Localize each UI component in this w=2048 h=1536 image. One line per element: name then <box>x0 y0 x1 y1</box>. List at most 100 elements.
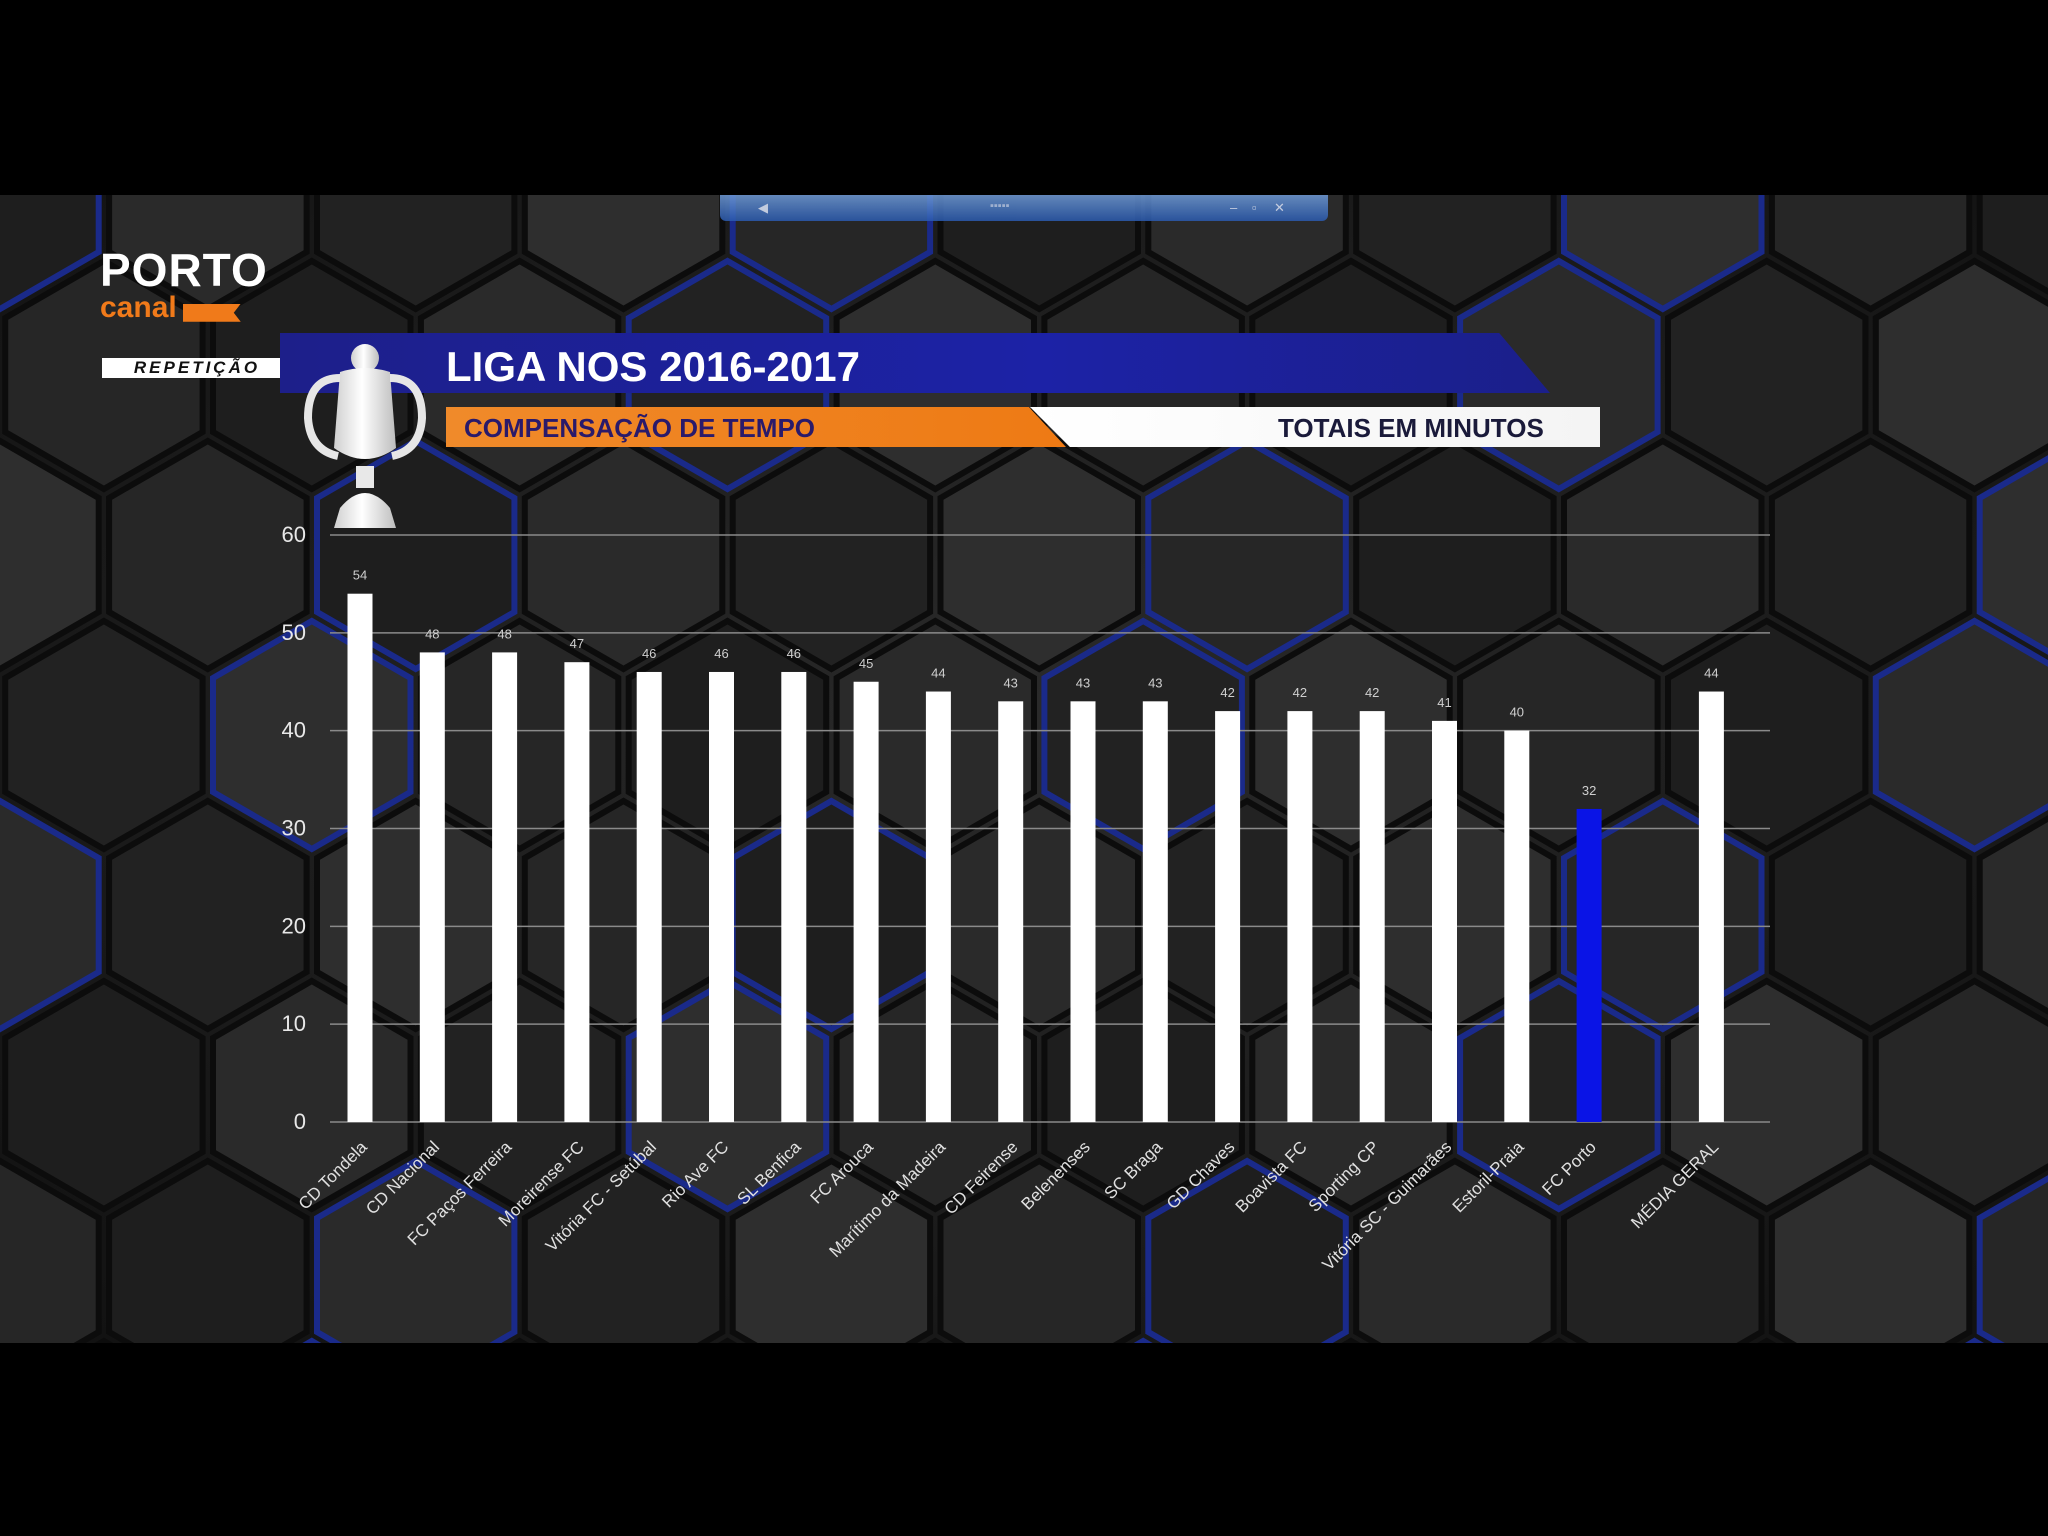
y-tick-label: 40 <box>282 718 306 743</box>
units-label: TOTAIS EM MINUTOS <box>1278 413 1544 443</box>
hex-tile <box>1976 1175 2048 1343</box>
close-icon[interactable]: ✕ <box>1274 200 1285 215</box>
bar-sporting-cp <box>1359 711 1385 1122</box>
data-label: 43 <box>1076 675 1090 690</box>
x-tick-label: SL Benfica <box>733 1137 805 1209</box>
hex-tile <box>521 195 726 313</box>
hex-tile <box>314 195 518 313</box>
x-tick-label: FC Arouca <box>807 1137 878 1208</box>
x-tick-label: Rio Ave FC <box>658 1137 732 1211</box>
hex-tile <box>106 195 310 313</box>
data-label: 48 <box>425 626 439 641</box>
bar-fc-pa-os-ferreira <box>492 652 518 1122</box>
x-tick-label: GD Chaves <box>1163 1137 1239 1213</box>
x-tick-label: Belenenses <box>1018 1137 1094 1213</box>
restore-icon[interactable]: ▫ <box>1252 200 1257 215</box>
hex-tile <box>0 437 102 673</box>
hex-tile <box>925 1337 945 1343</box>
data-label: 44 <box>1704 666 1718 681</box>
bar-cd-feirense <box>998 701 1024 1122</box>
hex-tile <box>2 977 206 1213</box>
data-label: 46 <box>642 646 656 661</box>
hex-tile <box>1353 195 1557 313</box>
hex-tile <box>106 797 310 1033</box>
hex-tile <box>1561 437 1765 673</box>
hex-tile <box>1133 1337 1153 1343</box>
hex-tile <box>1561 1157 1765 1343</box>
hex-tile <box>1549 1337 1569 1343</box>
hex-tile <box>1561 195 1765 313</box>
bar-m-dia-geral <box>1698 691 1724 1122</box>
data-label: 54 <box>353 568 367 583</box>
bar-moreirense-fc <box>564 662 590 1122</box>
x-tick-label: Sporting CP <box>1305 1137 1383 1215</box>
hex-tile <box>1872 617 2048 853</box>
y-tick-label: 0 <box>294 1109 306 1134</box>
bar-mar-timo-da-madeira <box>925 691 951 1122</box>
bar-rio-ave-fc <box>709 671 734 1122</box>
hex-tile <box>1145 195 1349 313</box>
bar-sl-benfica <box>781 671 807 1122</box>
bar-chart: 0 10 20 30 40 50 60 54 CD Tondela 48 CD Nacional 48… <box>282 522 1770 1274</box>
replay-badge: REPETIÇÃO <box>102 358 292 378</box>
hex-tile <box>937 195 1141 313</box>
x-tick-label: Boavista FC <box>1232 1137 1311 1216</box>
hex-tile <box>0 195 102 313</box>
subtitle-bar-right <box>1030 407 1600 447</box>
hex-tile <box>1976 455 2048 655</box>
bar-gd-chaves <box>1215 711 1241 1122</box>
y-tick-label: 20 <box>282 913 306 938</box>
x-tick-label: FC Porto <box>1538 1137 1600 1199</box>
x-tick-label: SC Braga <box>1101 1137 1167 1203</box>
x-tick-label: Estoril-Praia <box>1449 1137 1528 1216</box>
hex-tile <box>314 1157 518 1343</box>
data-label: 43 <box>1003 675 1017 690</box>
x-tick-label: CD Tondela <box>295 1137 371 1213</box>
hex-tile <box>1768 797 1973 1033</box>
bar-cd-nacional <box>419 652 445 1122</box>
hex-tile <box>729 195 934 313</box>
data-label: 43 <box>1148 675 1162 690</box>
bar-sc-braga <box>1142 701 1168 1122</box>
x-tick-label: CD Nacional <box>362 1137 443 1218</box>
hex-tile <box>94 1337 114 1343</box>
x-tick-label: CD Feirense <box>941 1137 1022 1218</box>
hex-tile <box>718 1337 737 1343</box>
data-label: 42 <box>1220 685 1234 700</box>
hex-tile <box>521 1157 726 1343</box>
window-title-strip: ◀ ▪▪▪▪▪ – ▫ ✕ <box>720 195 1328 221</box>
hex-tile <box>1965 1337 1984 1343</box>
hex-tile <box>106 1157 310 1343</box>
hex-tile <box>1976 195 2048 295</box>
minimize-icon[interactable]: – <box>1230 200 1238 215</box>
hex-tile <box>510 1337 530 1343</box>
hex-tile <box>1872 257 2048 493</box>
subtitle-bar-left <box>446 407 1066 447</box>
chart-title: LIGA NOS 2016-2017 <box>446 343 860 390</box>
bar-vit-ria-fc-set-bal <box>636 671 662 1122</box>
hex-tile <box>1872 977 2048 1213</box>
hex-tile <box>937 1157 1141 1343</box>
y-tick-label: 50 <box>282 620 306 645</box>
y-tick-label: 60 <box>282 522 306 547</box>
hex-tile <box>1353 1157 1557 1343</box>
hex-tile <box>0 1157 102 1343</box>
hex-tile <box>1768 437 1973 673</box>
x-tick-label: Vitória SC - Guimarães <box>1319 1137 1456 1274</box>
hex-tile <box>106 437 310 673</box>
broadcast-screen: ◀ ▪▪▪▪▪ – ▫ ✕ PORTO canal REPETIÇÃO LIGA… <box>0 195 2048 1343</box>
trophy-icon <box>303 344 427 528</box>
bar-boavista-fc <box>1287 711 1313 1122</box>
data-label: 46 <box>787 646 801 661</box>
hex-tile <box>1341 1337 1361 1343</box>
logo-canal-text: canal <box>100 291 177 324</box>
bar-vit-ria-sc-guimar-es <box>1432 720 1457 1122</box>
data-label: 42 <box>1293 685 1307 700</box>
hex-tile <box>1145 1157 1349 1343</box>
data-label: 40 <box>1510 705 1524 720</box>
data-label: 47 <box>570 636 584 651</box>
hex-tile <box>729 1157 934 1343</box>
bar-cd-tondela <box>347 593 373 1122</box>
window-back-icon[interactable]: ◀ <box>758 200 768 215</box>
y-tick-label: 10 <box>282 1011 306 1036</box>
